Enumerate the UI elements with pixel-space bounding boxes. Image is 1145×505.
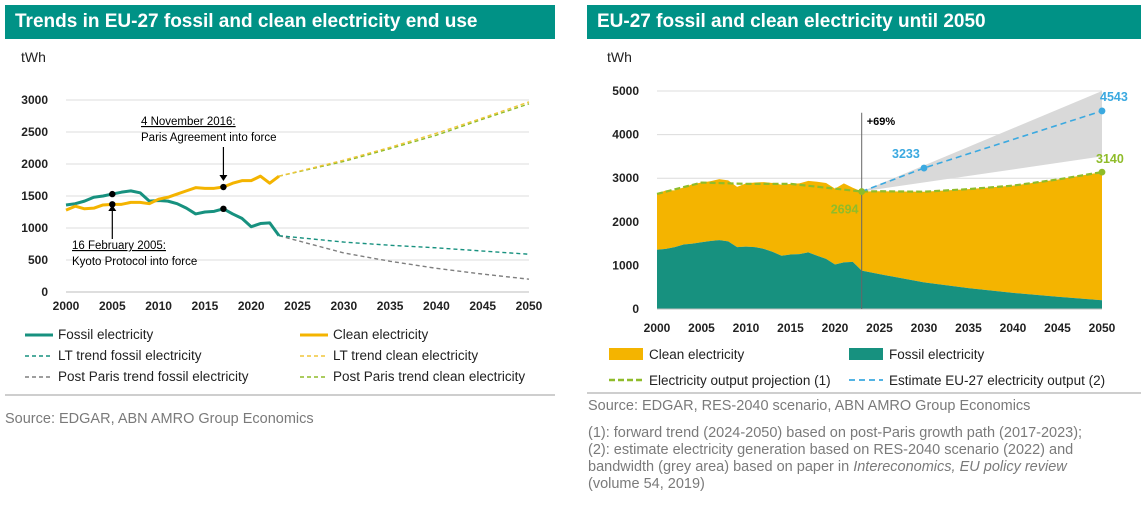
legend-label: Post Paris trend fossil electricity: [58, 369, 249, 384]
x-tick-label: 2025: [866, 321, 893, 335]
x-tick-label: 2030: [330, 299, 357, 313]
x-tick-label: 2030: [911, 321, 938, 335]
kyoto-arrowhead: [108, 205, 117, 211]
y-tick-label: 1500: [21, 189, 48, 203]
y-axis-unit: tWh: [21, 49, 46, 65]
data-marker: [109, 190, 116, 198]
legend-label: Fossil electricity: [58, 327, 154, 342]
y-tick-label: 5000: [612, 84, 639, 98]
x-tick-label: 2035: [955, 321, 982, 335]
data-marker: [858, 188, 866, 195]
x-tick-label: 2005: [688, 321, 715, 335]
kyoto-annotation-date: 16 February 2005:: [72, 240, 166, 252]
y-tick-label: 1000: [21, 221, 48, 235]
data-marker: [109, 201, 116, 208]
x-tick-label: 2015: [777, 321, 804, 335]
note-3-text: bandwidth (grey area) based on paper in: [588, 459, 854, 475]
clean-electricity-area: [657, 172, 1102, 301]
fossil-electricity-area: [657, 240, 1102, 309]
x-tick-label: 2040: [423, 299, 450, 313]
y-tick-label: 1000: [612, 258, 639, 272]
x-tick-label: 2000: [53, 299, 80, 313]
x-tick-label: 2005: [99, 299, 126, 313]
data-marker: [220, 183, 227, 191]
y-tick-label: 2500: [21, 125, 48, 139]
left-chart-title: Trends in EU-27 fossil and clean electri…: [5, 5, 555, 39]
x-tick-label: 2000: [644, 321, 671, 335]
y-tick-label: 0: [41, 285, 48, 299]
y-axis-unit: tWh: [607, 49, 632, 65]
x-tick-label: 2035: [377, 299, 404, 313]
left-source: Source: EDGAR, ABN AMRO Group Economics: [5, 411, 314, 427]
kyoto-annotation-text: Kyoto Protocol into force: [72, 256, 197, 268]
estimate-line: [861, 110, 1103, 193]
y-tick-label: 3000: [612, 171, 639, 185]
note-4: (volume 54, 2019): [588, 476, 705, 492]
right-source: Source: EDGAR, RES-2040 scenario, ABN AM…: [588, 398, 1031, 414]
legend-label: LT trend fossil electricity: [58, 348, 202, 363]
y-tick-label: 500: [28, 253, 48, 267]
legend-label: LT trend clean electricity: [333, 348, 478, 363]
legend-label: Clean electricity: [649, 347, 745, 362]
x-tick-label: 2010: [733, 321, 760, 335]
x-tick-label: 2045: [469, 299, 496, 313]
data-marker: [1098, 168, 1106, 176]
y-tick-label: 0: [632, 302, 639, 316]
x-tick-label: 2040: [1000, 321, 1027, 335]
legend-label: Clean electricity: [333, 327, 429, 342]
series-line: [65, 174, 280, 212]
paris-annotation-text: Paris Agreement into force: [141, 132, 277, 144]
x-tick-label: 2020: [822, 321, 849, 335]
y-tick-label: 2000: [612, 215, 639, 229]
right-chart-svg: tWh 0 1000 2000 3000 4000 5000 2000 2005 2010 2015…: [587, 49, 1141, 394]
data-label: 3233: [892, 147, 920, 161]
y-tick-label: 4000: [612, 128, 639, 142]
series-line: [278, 234, 530, 255]
note-3: bandwidth (grey area) based on paper in …: [588, 459, 1140, 476]
right-notes: (1): forward trend (2024-2050) based on …: [588, 425, 1140, 493]
data-marker: [920, 164, 928, 172]
legend-label: Estimate EU-27 electricity output (2): [889, 373, 1105, 388]
x-tick-label: 2015: [192, 299, 219, 313]
legend-label: Post Paris trend clean electricity: [333, 369, 525, 384]
x-tick-label: 2010: [145, 299, 172, 313]
projection-line: [656, 171, 1103, 195]
series-line: [278, 103, 530, 177]
legend-swatch-clean: [609, 348, 643, 360]
data-label: 3140: [1096, 152, 1124, 166]
data-label: 2694: [831, 203, 859, 217]
series-line: [65, 189, 281, 237]
series-line: [278, 101, 530, 177]
legend-label: Fossil electricity: [889, 347, 985, 362]
data-label: 4543: [1100, 90, 1128, 104]
left-chart-panel: Trends in EU-27 fossil and clean electri…: [5, 5, 555, 396]
data-marker: [1098, 107, 1106, 115]
note-2: (2): estimate electricity generation bas…: [588, 442, 1074, 458]
x-tick-label: 2025: [284, 299, 311, 313]
paris-arrowhead: [219, 175, 228, 181]
x-tick-label: 2020: [238, 299, 265, 313]
series-line: [278, 235, 530, 280]
x-tick-label: 2045: [1044, 321, 1071, 335]
right-chart-title: EU-27 fossil and clean electricity until…: [587, 5, 1141, 39]
right-chart-panel: EU-27 fossil and clean electricity until…: [587, 5, 1141, 394]
reference-label: +69%: [867, 116, 896, 128]
x-tick-label: 2050: [1089, 321, 1116, 335]
y-tick-label: 2000: [21, 157, 48, 171]
left-chart-svg: tWh 0 500 1000 1500 2000 2500 3000 2000 2005 2010 2…: [5, 49, 555, 396]
x-tick-label: 2050: [516, 299, 543, 313]
data-marker: [220, 205, 227, 212]
note-3-italic: Intereconomics, EU policy review: [853, 459, 1067, 475]
legend-swatch-fossil: [849, 348, 883, 360]
bandwidth-area: [861, 91, 1102, 192]
legend-label: Electricity output projection (1): [649, 373, 831, 388]
paris-annotation-date: 4 November 2016:: [141, 116, 236, 128]
note-1: (1): forward trend (2024-2050) based on …: [588, 425, 1083, 441]
y-tick-label: 3000: [21, 93, 48, 107]
